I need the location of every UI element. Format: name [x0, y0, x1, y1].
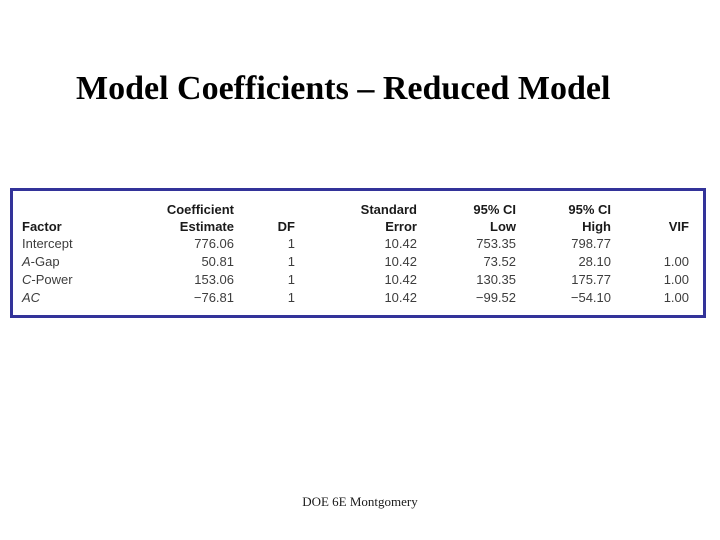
cell-ci-low: 130.35 — [476, 272, 516, 287]
cell-std-error: 10.42 — [384, 272, 417, 287]
cell-ci-high: 28.10 — [578, 254, 611, 269]
cell-factor: Intercept — [22, 236, 73, 251]
cell-vif — [611, 235, 689, 253]
col-header-df: DF — [277, 219, 295, 234]
cell-df: 1 — [287, 254, 295, 269]
col-header-estimate: Coefficient Estimate — [166, 202, 234, 234]
cell-std-error: 10.42 — [384, 254, 417, 269]
cell-estimate: −76.81 — [193, 290, 234, 305]
cell-ci-high: 798.77 — [571, 236, 611, 251]
cell-df: 1 — [287, 272, 295, 287]
cell-ci-low: −99.52 — [475, 290, 516, 305]
coefficients-grid: Factor Coefficient Estimate DF Standard … — [13, 191, 703, 307]
cell-estimate: 776.06 — [194, 236, 234, 251]
cell-factor: C-Power — [22, 272, 73, 287]
cell-vif: 1.00 — [663, 254, 689, 269]
col-header-std-error: Standard Error — [360, 202, 417, 234]
cell-df: 1 — [287, 290, 295, 305]
col-header-ci-low: 95% CI Low — [473, 202, 516, 234]
cell-vif: 1.00 — [663, 290, 689, 305]
col-header-ci-high: 95% CI High — [568, 202, 611, 234]
cell-ci-low: 73.52 — [483, 254, 516, 269]
cell-factor: A-Gap — [22, 254, 60, 269]
cell-estimate: 153.06 — [194, 272, 234, 287]
cell-factor: AC — [22, 290, 41, 305]
cell-std-error: 10.42 — [384, 236, 417, 251]
cell-ci-high: 175.77 — [571, 272, 611, 287]
footer-credit: DOE 6E Montgomery — [302, 494, 418, 509]
coefficients-table: Factor Coefficient Estimate DF Standard … — [10, 188, 706, 318]
col-header-vif: VIF — [668, 219, 689, 234]
cell-df: 1 — [287, 236, 295, 251]
cell-ci-high: −54.10 — [570, 290, 611, 305]
col-header-factor: Factor — [22, 219, 62, 234]
cell-ci-low: 753.35 — [476, 236, 516, 251]
cell-vif: 1.00 — [663, 272, 689, 287]
page-title: Model Coefficients – Reduced Model — [76, 70, 611, 107]
cell-std-error: 10.42 — [384, 290, 417, 305]
cell-estimate: 50.81 — [201, 254, 234, 269]
